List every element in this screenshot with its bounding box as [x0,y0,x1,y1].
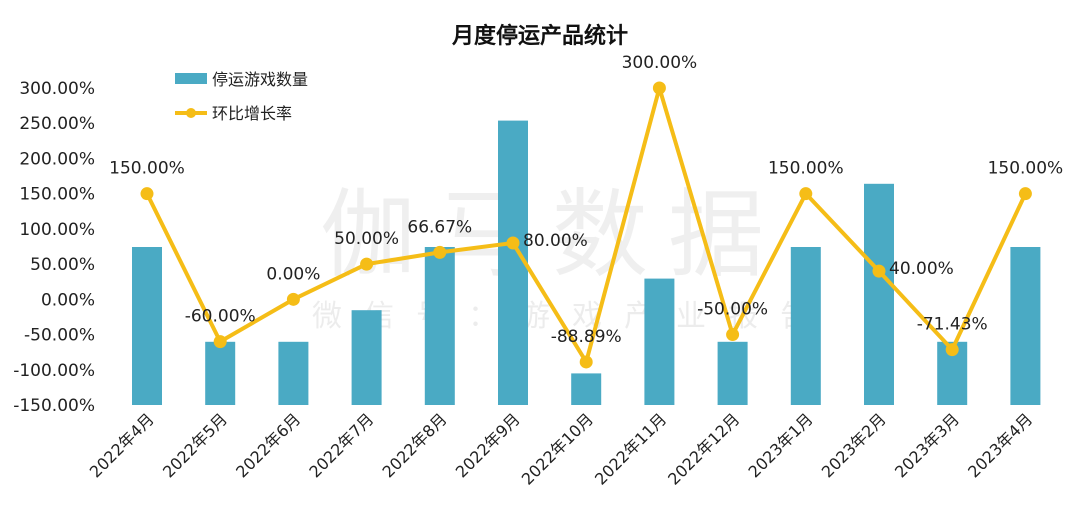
y-tick-label: 150.00% [19,185,95,205]
bar [790,247,821,405]
bar [717,341,748,405]
legend-line-marker [186,108,196,118]
y-tick-label: 50.00% [30,255,95,275]
x-tick-label: 2022年7月 [305,409,377,481]
y-tick-label: -100.00% [13,361,95,381]
legend-bar-swatch [175,73,207,84]
y-tick-label: 200.00% [19,149,95,169]
y-tick-label: 300.00% [19,79,95,99]
data-label: 0.00% [266,264,320,284]
bar [571,373,602,405]
line-point [433,245,447,259]
line-point [506,236,520,250]
data-label: 80.00% [523,231,588,251]
line-point [799,187,813,201]
bar [644,278,675,405]
bar [132,247,162,405]
data-label: 40.00% [889,259,954,279]
bar [1010,247,1041,405]
bar [864,183,894,405]
x-tick-label: 2022年9月 [452,409,524,481]
y-tick-label: -150.00% [13,396,95,416]
legend-bar-label: 停运游戏数量 [212,70,308,89]
data-label: 300.00% [622,53,698,73]
line-point [945,343,959,357]
x-tick-label: 2022年11月 [591,409,670,488]
data-label: 50.00% [334,229,399,249]
legend: 停运游戏数量 环比增长率 [175,70,308,123]
line-point [726,328,740,342]
x-tick-label: 2022年5月 [159,409,231,481]
bar [351,310,382,405]
x-tick-label: 2022年4月 [86,409,158,481]
x-tick-label: 2023年2月 [818,409,890,481]
data-label: 66.67% [407,217,472,237]
line-point [140,187,154,201]
legend-line-label: 环比增长率 [212,104,292,123]
data-label: 150.00% [109,159,185,179]
data-label: 150.00% [988,159,1064,179]
line-point [652,81,666,95]
x-tick-label: 2023年1月 [745,409,817,481]
y-tick-label: 100.00% [19,220,95,240]
data-label: -71.43% [917,315,988,335]
line-point [872,264,886,278]
y-tick-label: 0.00% [41,290,95,310]
x-tick-label: 2022年10月 [518,409,597,488]
data-label: -50.00% [697,300,768,320]
line-point [286,292,300,306]
line-point [579,355,593,369]
line-point [213,335,227,349]
line-point [1018,187,1032,201]
bar [424,247,455,405]
x-tick-label: 2022年8月 [379,409,451,481]
y-tick-label: -50.00% [24,326,95,346]
bar [278,341,309,405]
data-label: -60.00% [185,307,256,327]
x-tick-label: 2022年12月 [664,409,743,488]
x-tick-label: 2022年6月 [232,409,304,481]
data-label: -88.89% [551,327,622,347]
bar [205,341,236,405]
x-tick-label: 2023年4月 [964,409,1036,481]
x-tick-label: 2023年3月 [891,409,963,481]
data-label: 150.00% [768,159,844,179]
y-tick-label: 250.00% [19,114,95,134]
chart-title: 月度停运产品统计 [451,23,628,49]
line-point [360,257,374,271]
